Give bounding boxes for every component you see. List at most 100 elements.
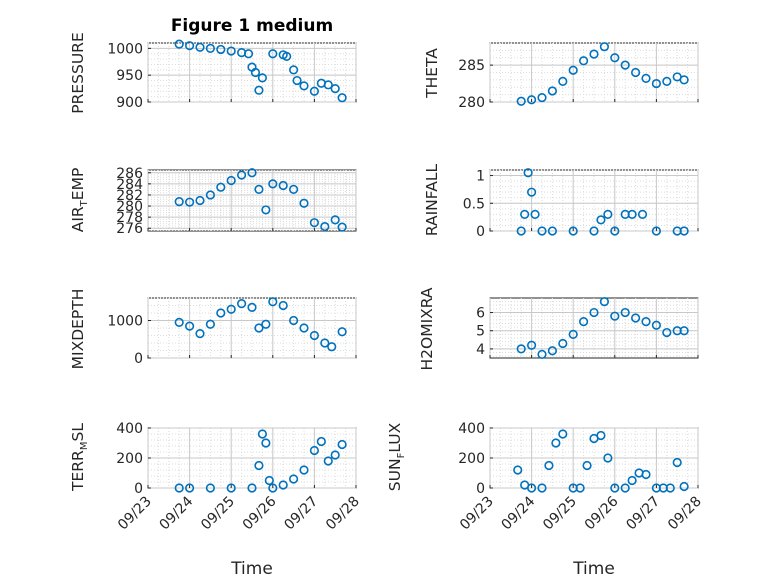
y-axis-label: H2OMIXRA <box>418 287 436 370</box>
y-tick-label: 286 <box>116 166 143 182</box>
data-point <box>513 465 523 475</box>
label-sub: F <box>396 452 407 458</box>
x-tick-label: 09/26 <box>582 493 622 533</box>
data-point <box>174 317 184 327</box>
data-point <box>530 209 540 219</box>
x-tick-label: 09/23 <box>115 494 155 534</box>
data-point <box>641 73 651 83</box>
data-point <box>526 187 537 197</box>
data-point <box>323 456 333 466</box>
data-point <box>620 307 630 318</box>
data-point <box>185 41 195 51</box>
data-point <box>679 481 689 492</box>
label-base: TERR <box>69 450 87 492</box>
data-point <box>651 226 662 236</box>
data-point <box>651 320 662 330</box>
data-point <box>185 321 195 331</box>
data-point <box>330 450 340 460</box>
data-point <box>330 215 340 225</box>
data-point <box>299 198 309 208</box>
y-axis-label: SUNFLUX <box>386 422 407 491</box>
data-point <box>568 65 578 75</box>
data-point <box>558 429 568 439</box>
data-point <box>278 480 288 490</box>
data-point <box>309 218 320 228</box>
y-tick-label: 900 <box>116 95 143 111</box>
data-point <box>662 76 672 86</box>
data-point <box>589 226 599 236</box>
data-point <box>226 46 236 56</box>
data-point <box>526 95 537 105</box>
y-tick-label: 1 <box>476 169 485 185</box>
data-point <box>254 323 264 333</box>
data-point <box>599 42 610 52</box>
data-point <box>289 474 299 484</box>
data-point <box>641 469 651 480</box>
data-point <box>261 438 271 448</box>
data-point <box>537 92 547 103</box>
data-point <box>547 86 558 96</box>
data-point <box>309 330 320 341</box>
y-tick-label: 0 <box>134 351 143 367</box>
x-tick-label: 09/27 <box>623 494 663 534</box>
subplot-rainfall: 0 0.5 1 RAINFALL <box>423 163 699 240</box>
data-point <box>320 221 330 232</box>
x-tick-label: 09/28 <box>323 494 363 534</box>
data-point <box>216 182 226 192</box>
data-point <box>337 327 347 337</box>
data-point <box>205 190 215 200</box>
data-point <box>589 49 599 59</box>
data-point <box>547 346 558 356</box>
data-point <box>237 170 247 180</box>
x-tick-label: 09/24 <box>499 493 539 533</box>
y-tick-label: 0.5 <box>463 196 485 212</box>
x-tick-label: 09/28 <box>665 494 705 534</box>
x-tick-label: 09/24 <box>157 493 197 533</box>
y-axis-label: THETA <box>423 48 441 99</box>
data-point <box>516 226 526 236</box>
subplot-h2omixra: 4 5 6 H2OMIXRA <box>418 287 699 371</box>
data-point <box>627 209 637 219</box>
figure-title: Figure 1 medium <box>171 16 333 36</box>
data-point <box>289 315 299 326</box>
data-point <box>627 475 637 486</box>
data-point <box>596 430 606 441</box>
data-point <box>247 168 257 178</box>
y-tick-label: 6 <box>476 306 485 322</box>
data-point <box>174 197 184 207</box>
y-tick-label: 278 <box>116 210 143 226</box>
y-axis-label: PRESSURE <box>69 32 87 114</box>
data-point <box>195 195 205 206</box>
data-point <box>289 65 299 75</box>
data-point <box>289 184 299 195</box>
data-point <box>603 209 613 219</box>
data-point <box>610 53 620 63</box>
data-point <box>544 460 554 471</box>
y-tick-label: 1000 <box>107 314 143 330</box>
label-sub: M <box>79 442 90 451</box>
subplot-terr-msl: 0 200 400 09/23 09/24 09/25 09/26 09/27 09/28 TE… <box>69 421 363 579</box>
data-point <box>292 75 302 86</box>
data-point <box>523 168 533 178</box>
y-tick-label: 950 <box>116 68 143 84</box>
data-point <box>337 93 347 103</box>
data-point <box>261 205 271 215</box>
y-tick-label: 0 <box>476 481 485 497</box>
data-point <box>205 319 215 329</box>
x-tick-label: 09/23 <box>457 494 497 534</box>
data-point <box>568 329 578 339</box>
y-tick-label: 4 <box>476 342 485 358</box>
y-tick-label: 285 <box>458 58 485 74</box>
data-point <box>226 175 236 186</box>
y-axis-label: RAINFALL <box>423 163 441 236</box>
x-axis-label: Time <box>230 559 273 579</box>
y-axis-label: AIRTEMP <box>69 168 90 233</box>
data-point <box>630 67 641 78</box>
y-tick-label: 282 <box>116 188 143 204</box>
data-point <box>589 307 599 318</box>
data-point <box>278 300 288 311</box>
data-point <box>237 299 247 309</box>
data-point <box>520 209 530 219</box>
data-point <box>226 304 236 314</box>
y-tick-label: 200 <box>116 451 143 467</box>
